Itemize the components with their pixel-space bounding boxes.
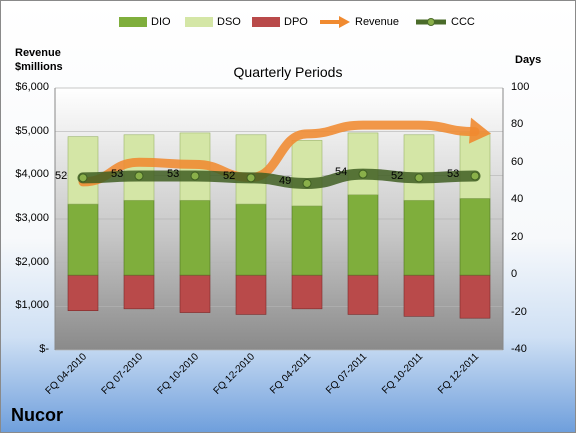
x-tick-label: FQ 07-2010	[100, 351, 146, 397]
legend-label-dpo: DPO	[284, 16, 308, 28]
ccc-point	[246, 173, 256, 183]
right-tick-label: -40	[511, 343, 527, 355]
legend-item-revenue: Revenue	[319, 16, 399, 28]
dio-bar	[459, 198, 491, 276]
x-tick-label: FQ 04-2010	[44, 351, 90, 397]
dpo-bar	[403, 274, 435, 317]
ccc-line-icon	[416, 18, 446, 26]
right-tick-label: -20	[511, 305, 527, 318]
ccc-data-label: 53	[167, 167, 180, 180]
ccc-data-label: 49	[279, 175, 292, 188]
ccc-point	[414, 173, 424, 183]
dio-bar	[403, 199, 435, 276]
left-tick-label: $2,000	[15, 255, 49, 268]
ccc-point	[302, 178, 312, 188]
dpo-bar	[459, 274, 491, 319]
dio-bar	[291, 205, 323, 276]
dio-bar	[179, 199, 211, 276]
x-tick-label: FQ 12-2011	[436, 351, 481, 396]
dio-bar	[123, 199, 155, 276]
dpo-bar	[123, 274, 155, 310]
ccc-data-label: 53	[111, 167, 124, 180]
ccc-data-label: 54	[335, 166, 348, 179]
left-tick-label: $3,000	[15, 212, 49, 224]
dio-bar	[67, 203, 99, 276]
x-tick-label: FQ 12-2010	[212, 351, 258, 397]
right-tick-label: 60	[511, 155, 524, 168]
dpo-bar	[291, 274, 323, 310]
ccc-point	[470, 171, 480, 181]
left-axis-title-line2: $millions	[15, 61, 63, 73]
right-axis-title: Days	[515, 54, 542, 66]
ccc-point	[134, 171, 144, 181]
left-tick-label: $4,000	[15, 168, 49, 181]
ccc-point	[78, 173, 88, 183]
ccc-point	[190, 171, 200, 181]
dpo-bar	[235, 274, 267, 315]
dso-bar	[403, 134, 435, 201]
dio-bar	[235, 203, 267, 276]
left-tick-label: $5,000	[15, 124, 49, 137]
dpo-bar	[67, 274, 99, 311]
ccc-line	[77, 168, 481, 189]
dso-bar	[123, 134, 155, 201]
right-tick-label: 0	[511, 268, 518, 281]
dso-swatch	[185, 17, 213, 27]
right-tick-label: 40	[511, 193, 524, 206]
chart-title: Quarterly Periods	[233, 64, 343, 80]
left-tick-label: $6,000	[15, 81, 49, 93]
ccc-point	[358, 169, 368, 179]
right-tick-label: 100	[511, 81, 530, 93]
dso-bar	[235, 134, 267, 205]
left-axis-title-line1: Revenue	[15, 47, 61, 59]
legend-item-ccc: CCC	[415, 16, 475, 28]
company-name: Nucor	[11, 405, 64, 425]
legend-item-dso: DSO	[185, 16, 241, 28]
dso-bar	[347, 132, 379, 195]
dpo-swatch	[252, 17, 280, 27]
dio-bar	[347, 194, 379, 276]
ccc-data-label: 53	[447, 167, 460, 180]
legend-label-dio: DIO	[151, 16, 171, 28]
x-tick-label: FQ 07-2011	[324, 351, 369, 396]
legend-label-dso: DSO	[217, 16, 241, 28]
right-tick-label: 80	[511, 118, 524, 131]
ccc-data-label: 52	[391, 169, 404, 182]
legend-label-ccc: CCC	[451, 16, 475, 28]
revenue-arrow-icon	[320, 16, 350, 28]
dso-bar	[291, 140, 323, 207]
left-axis-title: Revenue $millions	[15, 46, 63, 74]
dio-swatch	[119, 17, 147, 27]
x-tick-label: FQ 10-2010	[156, 351, 202, 397]
revenue-arrowhead	[469, 117, 491, 144]
dso-bar	[67, 136, 99, 205]
ccc-data-label: 52	[55, 169, 68, 182]
legend-item-dpo: DPO	[252, 16, 308, 28]
legend-item-dio: DIO	[119, 16, 171, 28]
dpo-bar	[347, 274, 379, 315]
ccc-data-label: 52	[223, 169, 236, 182]
right-tick-label: 20	[511, 230, 524, 243]
revenue-line	[78, 120, 480, 187]
dso-bar	[459, 132, 491, 199]
x-tick-label: FQ 04-2011	[268, 351, 313, 396]
left-tick-label: $1,000	[15, 299, 49, 312]
left-tick-label: $-	[39, 343, 49, 355]
x-tick-label: FQ 10-2011	[380, 351, 425, 396]
dpo-bar	[179, 274, 211, 313]
legend-label-revenue: Revenue	[355, 16, 400, 28]
